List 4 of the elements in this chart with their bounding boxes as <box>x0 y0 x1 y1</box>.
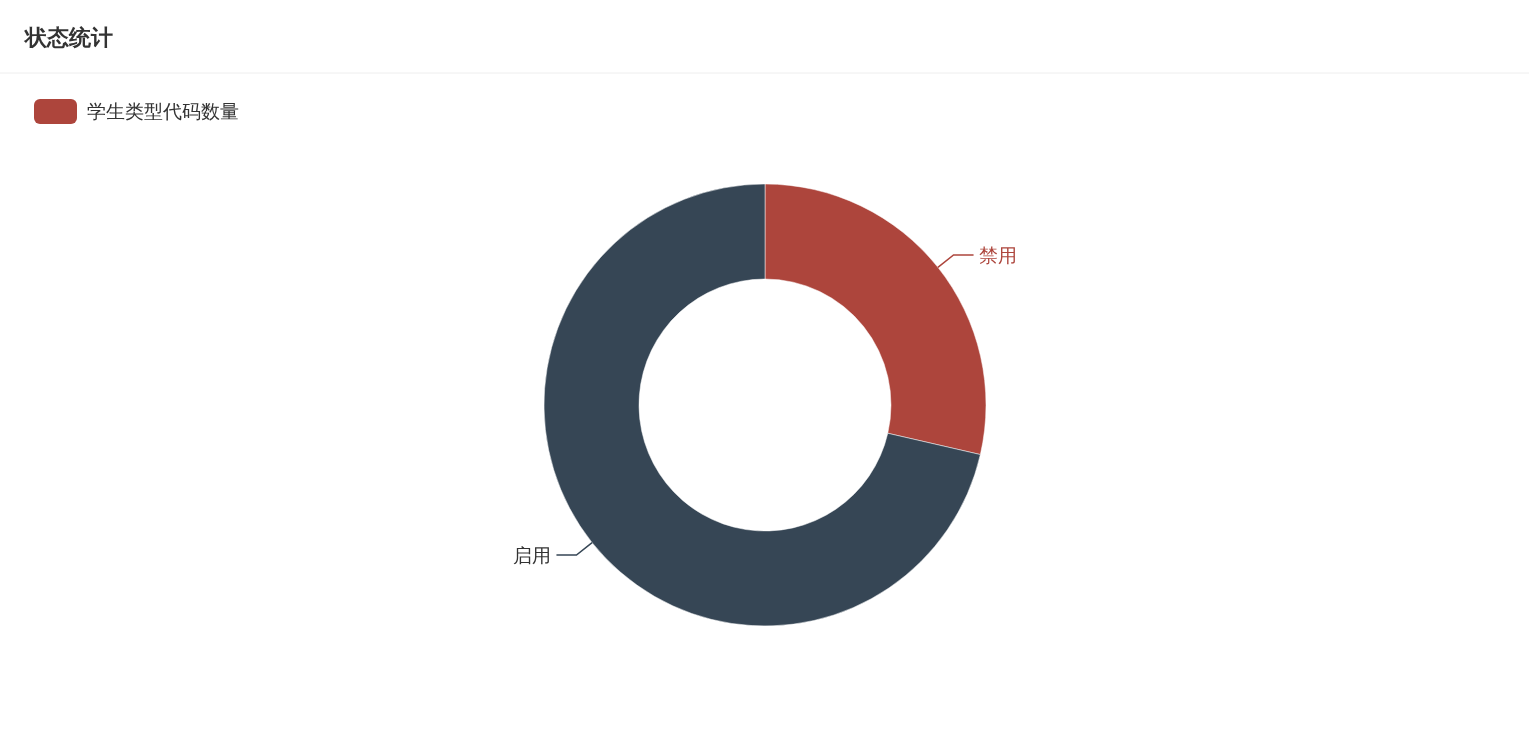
chart-title: 状态统计 <box>23 25 113 50</box>
legend-label: 学生类型代码数量 <box>87 101 239 122</box>
slice-label: 禁用 <box>978 244 1017 266</box>
slice-label: 启用 <box>513 545 552 567</box>
